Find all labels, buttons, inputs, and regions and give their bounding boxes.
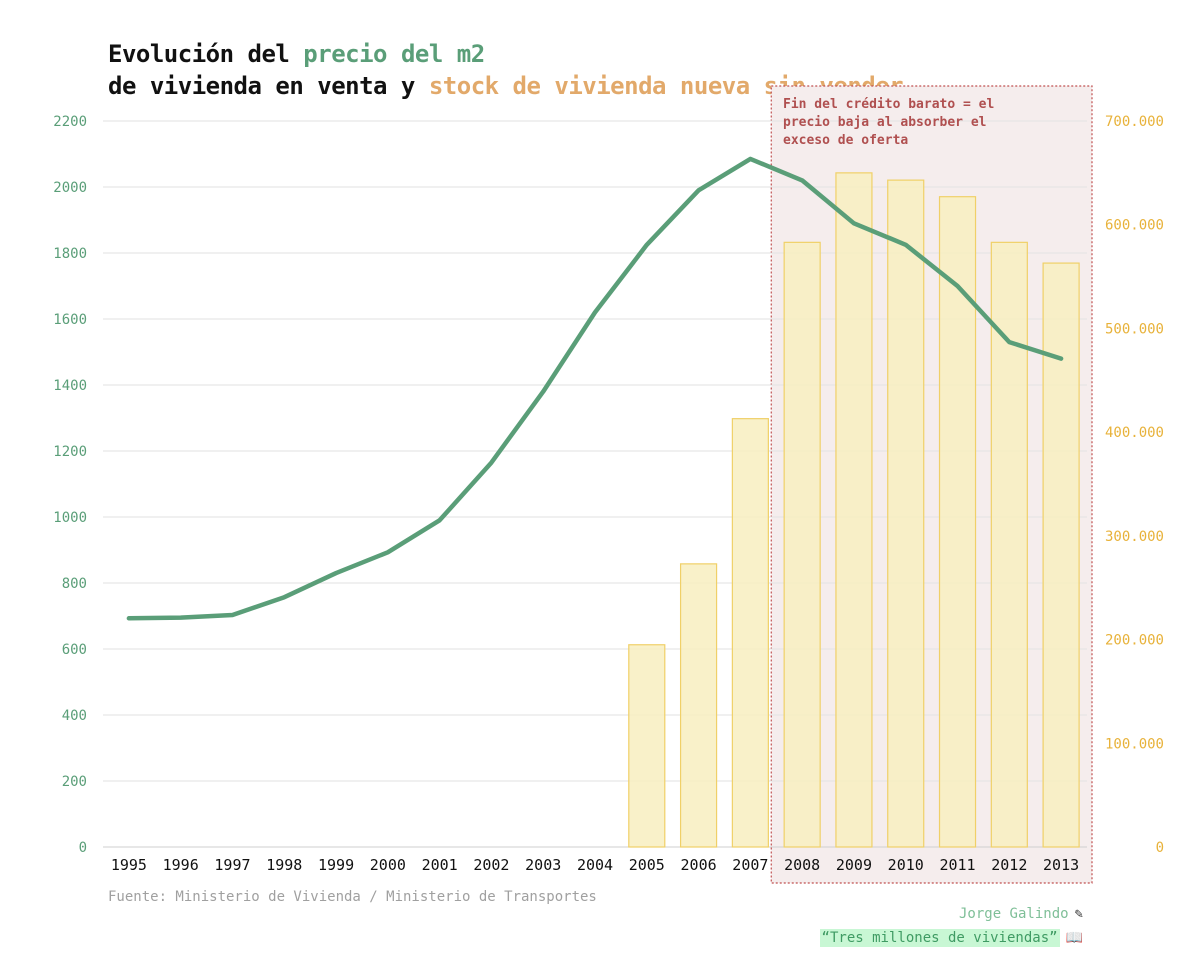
stock-bar — [938, 196, 977, 848]
stock-bar — [887, 179, 925, 848]
source-note: Fuente: Ministerio de Vivienda / Ministe… — [108, 889, 597, 905]
left-tick-label: 1600 — [53, 312, 87, 328]
stock-bar — [835, 172, 873, 848]
pen-icon: ✎ — [1074, 906, 1083, 922]
x-tick-label: 2011 — [939, 856, 975, 874]
left-tick-label: 2200 — [53, 114, 87, 130]
title-price-highlight: precio del m2 — [303, 40, 485, 68]
price-line — [126, 156, 1064, 621]
x-tick-label: 1999 — [318, 856, 354, 874]
stock-bar — [679, 563, 718, 848]
x-tick-label: 2001 — [422, 856, 458, 874]
right-tick-label: 0 — [1156, 840, 1164, 856]
x-tick-label: 2003 — [525, 856, 561, 874]
x-tick-label: 2002 — [473, 856, 509, 874]
left-axis: 0 200 400 600 800 1000 1200 1400 1600 1800 2000 220… — [53, 114, 87, 856]
x-tick-label: 2004 — [577, 856, 613, 874]
right-tick-label: 300.000 — [1105, 529, 1164, 545]
author-credit: Jorge Galindo ✎ — [959, 906, 1083, 922]
left-tick-label: 1000 — [53, 510, 87, 526]
x-axis: 1995 1996 1997 1998 1999 2000 2001 2002 2003 2004… — [111, 856, 1079, 874]
x-tick-label: 2012 — [991, 856, 1027, 874]
right-tick-label: 400.000 — [1105, 425, 1164, 441]
author-name: Jorge Galindo — [958, 906, 1069, 922]
annotation-text: Fin del crédito barato = el precio baja … — [783, 97, 995, 148]
right-tick-label: 500.000 — [1105, 321, 1164, 337]
x-tick-label: 1997 — [214, 856, 250, 874]
right-tick-label: 200.000 — [1105, 633, 1164, 649]
x-tick-label: 1995 — [111, 856, 147, 874]
left-tick-label: 600 — [62, 642, 87, 658]
stock-bar — [731, 418, 769, 848]
x-tick-label: 1998 — [266, 856, 302, 874]
x-tick-label: 2005 — [629, 856, 665, 874]
x-tick-label: 2008 — [784, 856, 820, 874]
x-tick-label: 2009 — [836, 856, 872, 874]
x-tick-label: 2006 — [681, 856, 717, 874]
left-tick-label: 200 — [62, 774, 87, 790]
left-tick-label: 0 — [79, 840, 87, 856]
left-tick-label: 1200 — [53, 444, 87, 460]
stock-bar — [628, 644, 666, 848]
book-icon: 📖 — [1065, 930, 1083, 946]
left-tick-label: 1800 — [53, 246, 87, 262]
right-axis: 0 100.000 200.000 300.000 400.000 500.000 600.… — [1105, 114, 1164, 856]
right-tick-label: 700.000 — [1105, 114, 1164, 130]
title-part2: de vivienda en venta y — [108, 72, 429, 100]
right-tick-label: 600.000 — [1105, 218, 1164, 234]
x-tick-label: 2013 — [1043, 856, 1079, 874]
highlight-region — [770, 85, 1093, 884]
left-tick-label: 400 — [62, 708, 87, 724]
x-tick-label: 1996 — [163, 856, 199, 874]
x-tick-label: 2010 — [888, 856, 924, 874]
left-tick-label: 2000 — [53, 180, 87, 196]
right-tick-label: 100.000 — [1105, 736, 1164, 752]
stock-bar — [783, 241, 821, 848]
left-tick-label: 1400 — [53, 378, 87, 394]
left-tick-label: 800 — [62, 576, 87, 592]
stock-bar — [990, 241, 1028, 848]
stock-bar — [1042, 262, 1080, 848]
book-title: “Tres millones de viviendas” — [819, 929, 1060, 947]
x-tick-label: 2000 — [370, 856, 406, 874]
title-part1: Evolución del — [108, 40, 304, 68]
book-credit: “Tres millones de viviendas” 📖 — [819, 929, 1083, 947]
stock-bars — [628, 172, 1080, 848]
x-tick-label: 2007 — [732, 856, 768, 874]
